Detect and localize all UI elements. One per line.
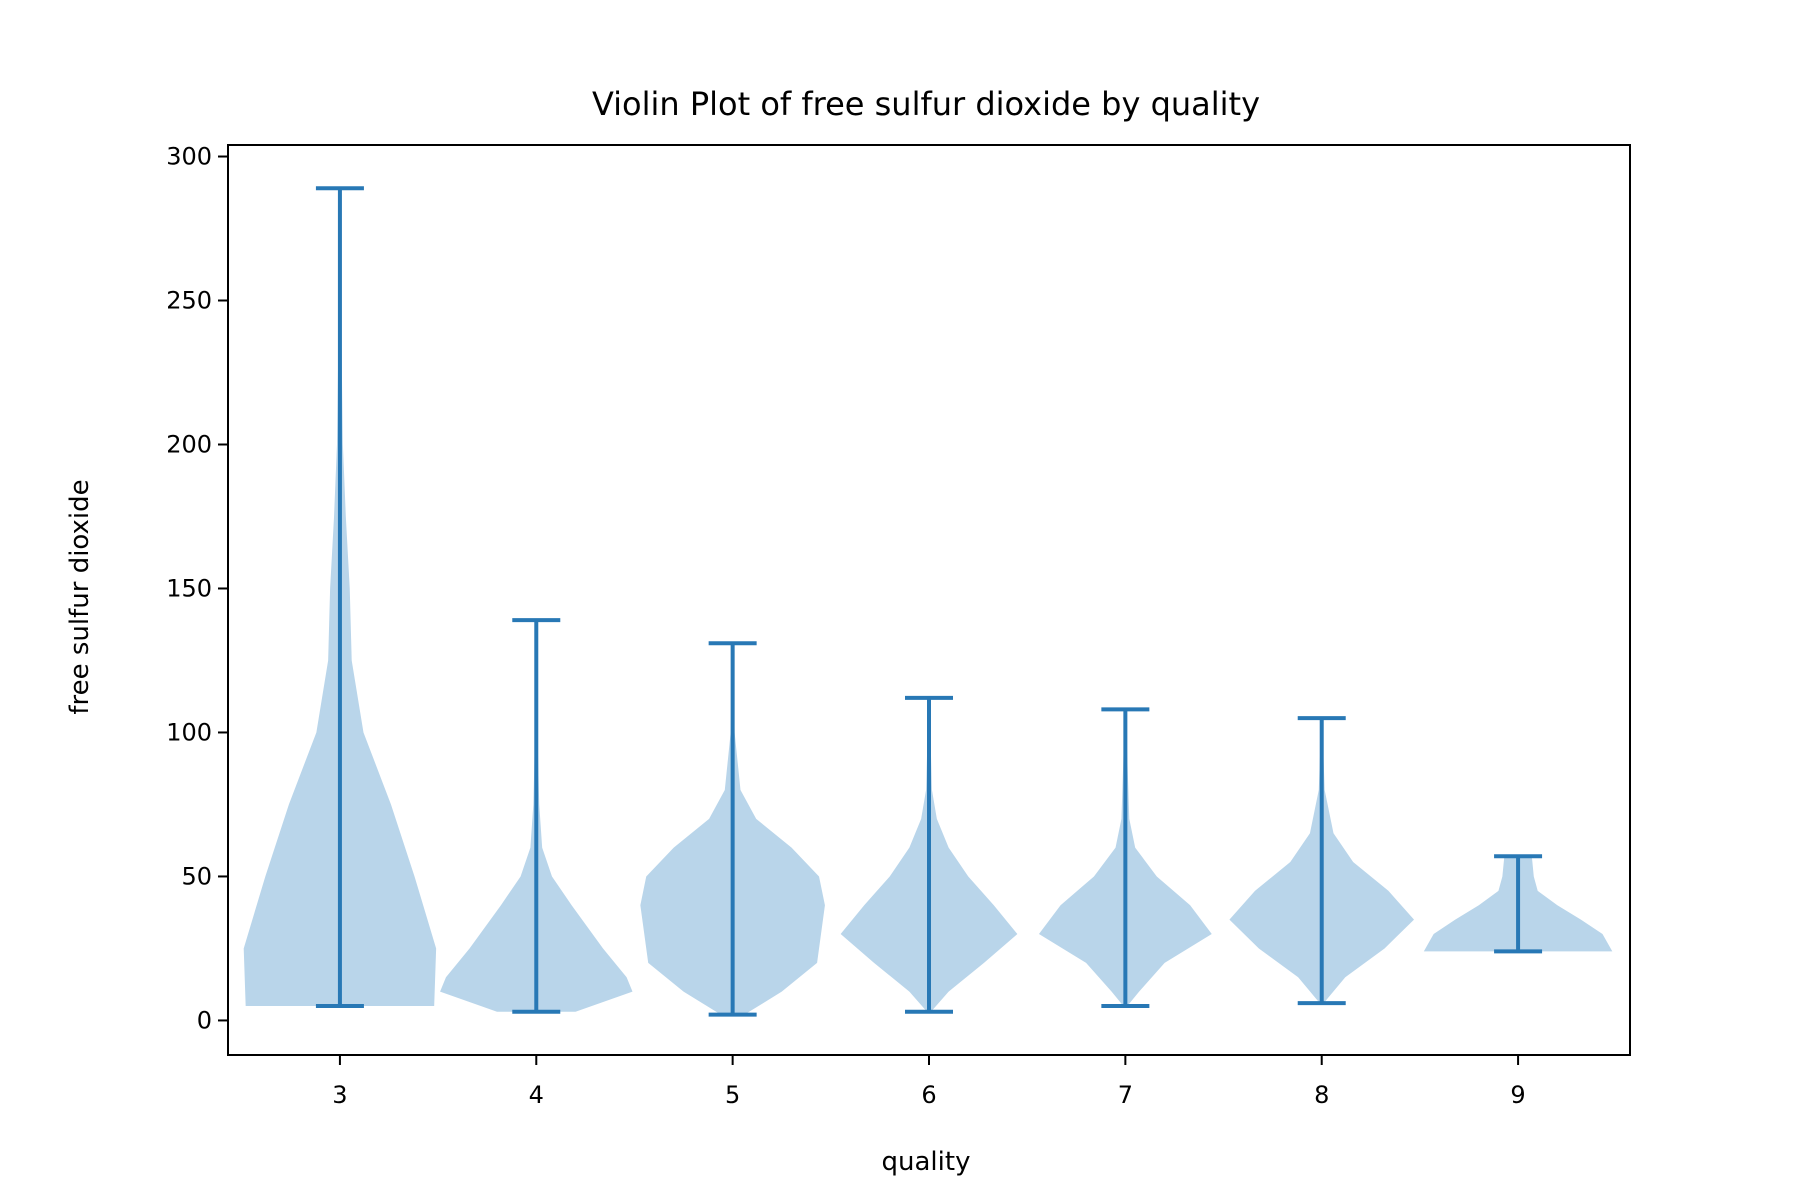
x-tick-label: 3	[332, 1081, 347, 1109]
chart-title: Violin Plot of free sulfur dioxide by qu…	[592, 85, 1260, 123]
x-tick-label: 4	[529, 1081, 544, 1109]
x-tick-label: 9	[1510, 1081, 1525, 1109]
x-tick-label: 5	[725, 1081, 740, 1109]
x-axis-label: quality	[882, 1147, 971, 1177]
plot-area: 0 50 100 150 200 250 300 3 4 5 6 7 8 9	[166, 143, 1613, 1109]
x-tick-label: 7	[1118, 1081, 1133, 1109]
y-tick-label: 300	[166, 143, 212, 171]
y-tick-label: 50	[181, 862, 212, 890]
x-tick-label: 8	[1314, 1081, 1329, 1109]
y-tick-label: 250	[166, 287, 212, 315]
y-tick-label: 150	[166, 574, 212, 602]
plot-frame	[227, 144, 1631, 1056]
y-tick-label: 200	[166, 430, 212, 458]
x-tick-label: 6	[921, 1081, 936, 1109]
y-tick-label: 0	[197, 1006, 212, 1034]
y-tick-label: 100	[166, 718, 212, 746]
y-axis-label: free sulfur dioxide	[65, 479, 95, 714]
